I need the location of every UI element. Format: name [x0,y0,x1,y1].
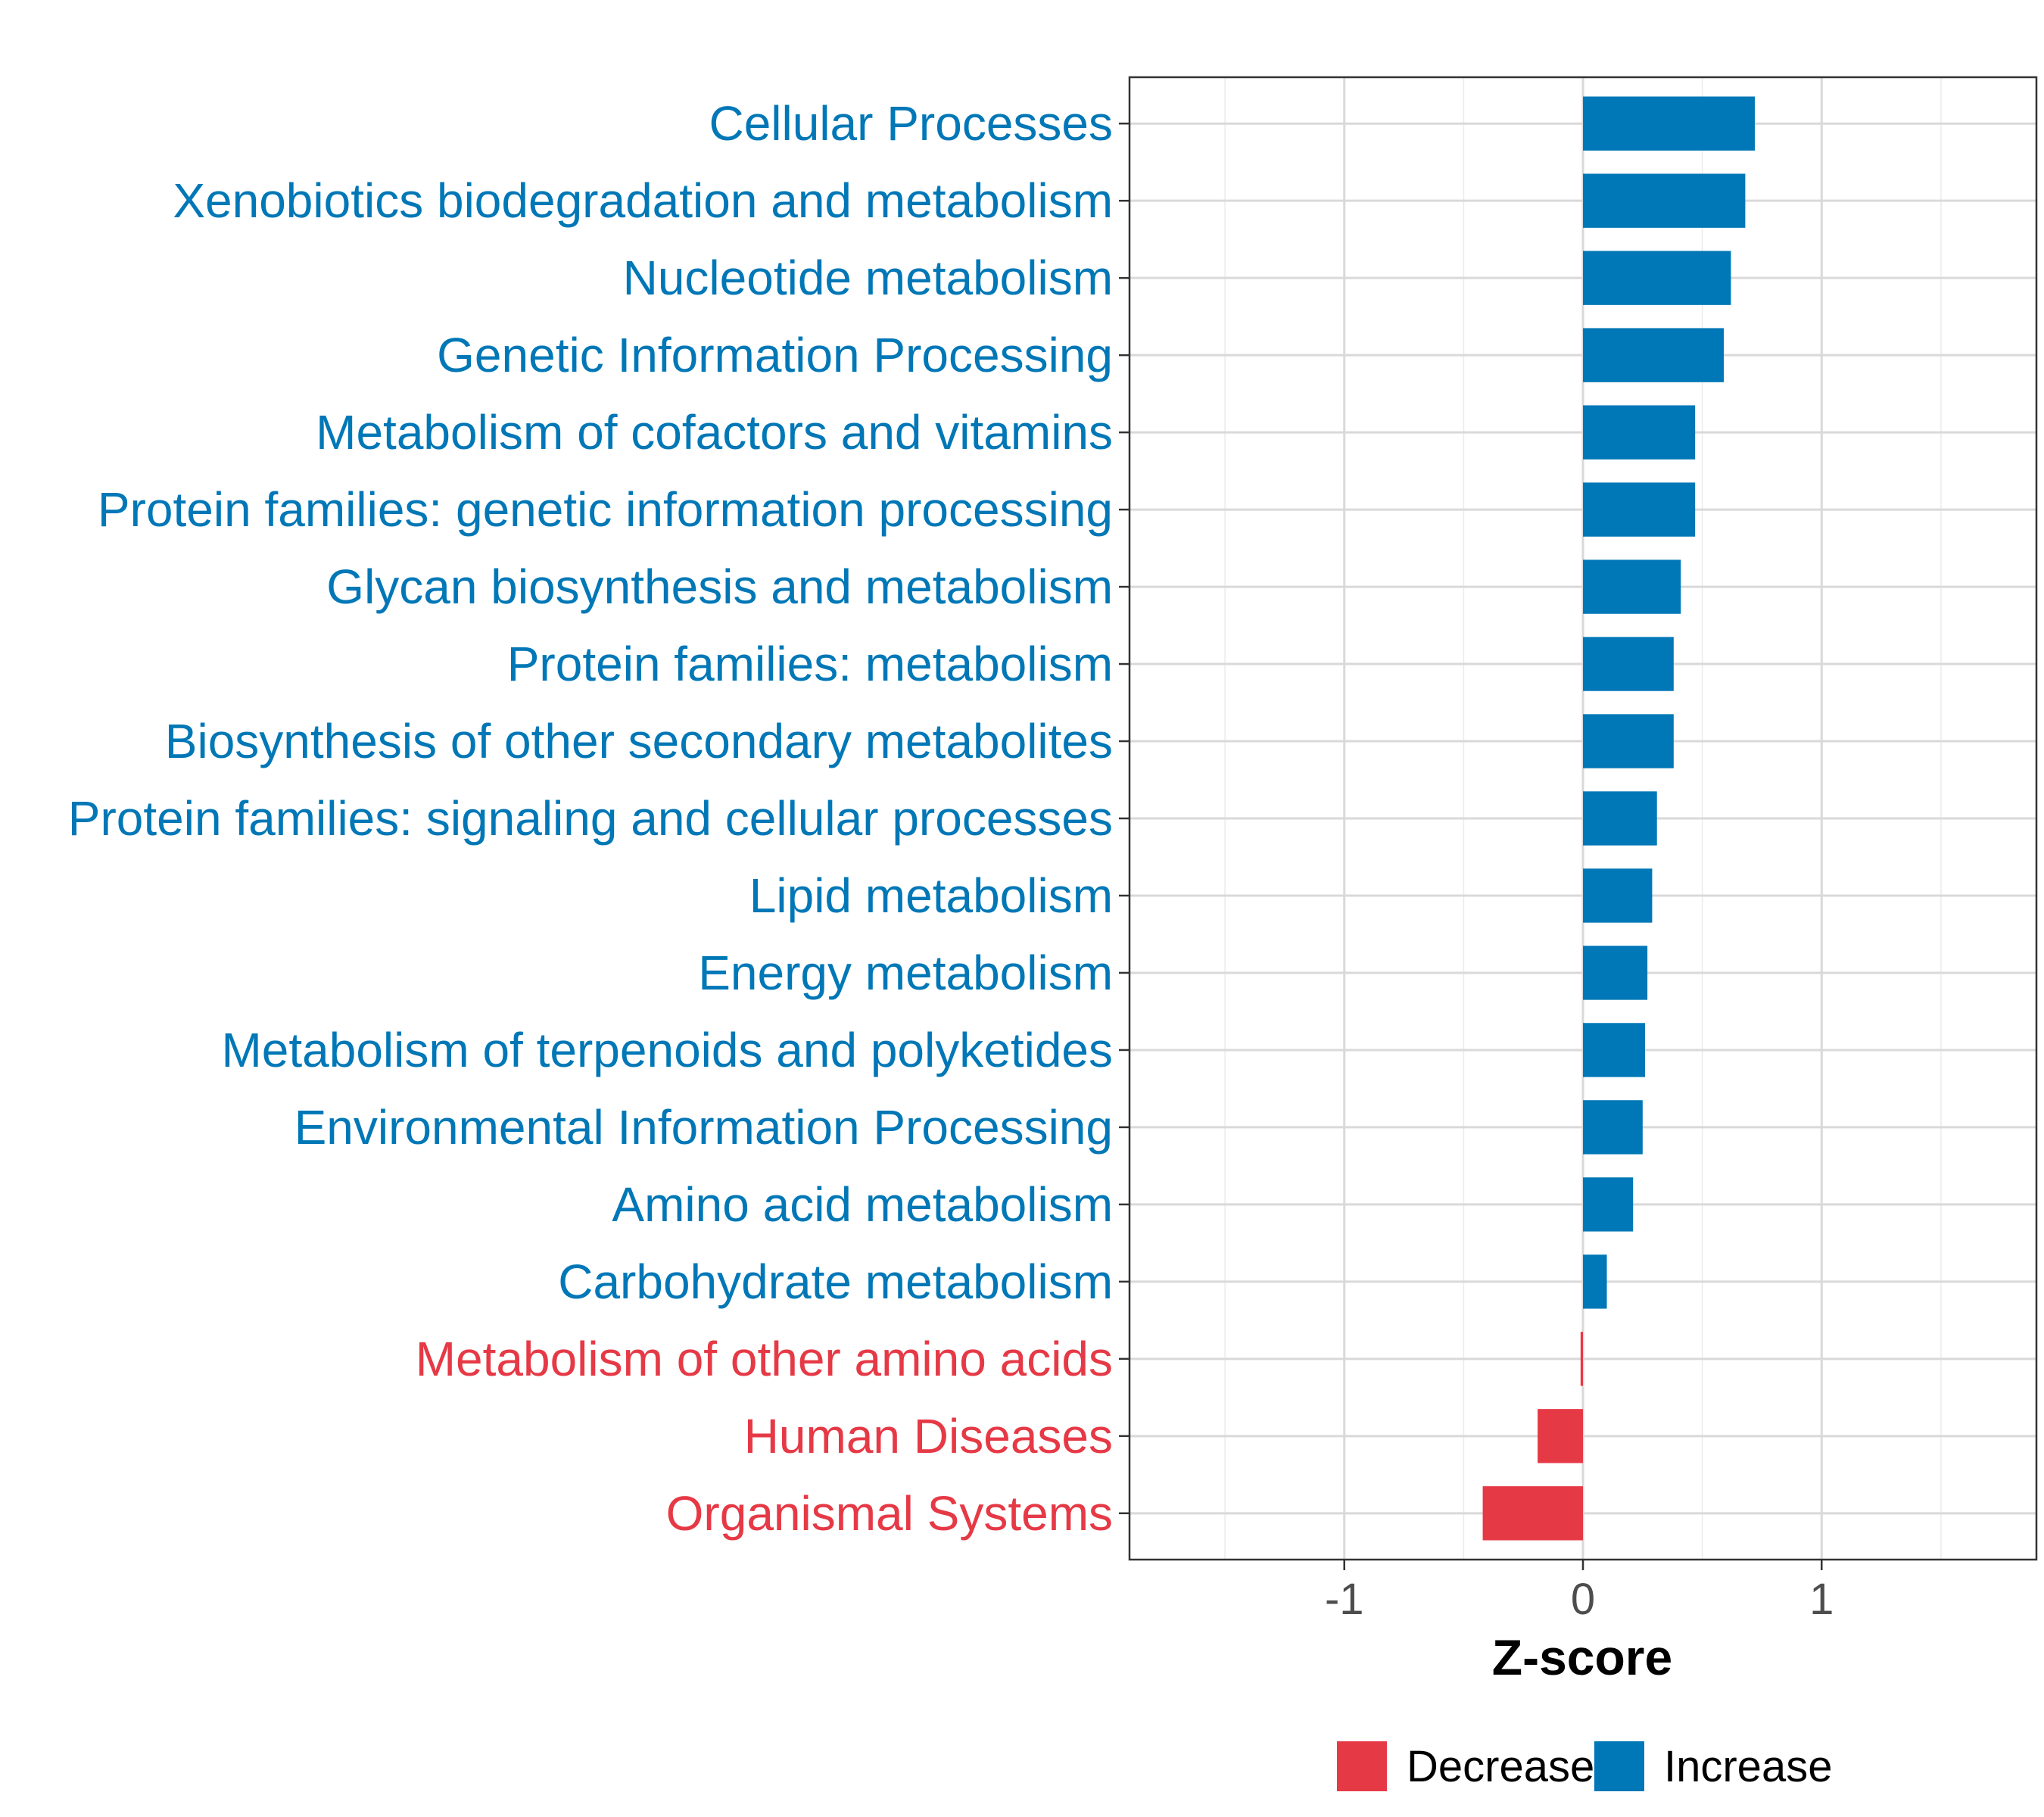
legend: Decrease Increase [1337,1741,1832,1791]
bar [1482,1486,1583,1541]
y-tick-label: Energy metabolism [698,946,1113,1000]
y-tick-label: Metabolism of terpenoids and polyketides [221,1023,1113,1077]
y-tick-label: Carbohydrate metabolism [558,1254,1113,1309]
y-tick-label: Lipid metabolism [749,868,1113,923]
bar [1583,791,1657,846]
x-tick-label: 1 [1809,1575,1834,1624]
bar [1580,1332,1583,1386]
y-tick-label: Human Diseases [744,1409,1113,1463]
legend-label-decrease: Decrease [1407,1742,1594,1791]
y-tick-label: Biosynthesis of other secondary metaboli… [165,714,1113,768]
y-tick-label: Glycan biosynthesis and metabolism [326,559,1113,614]
y-tick-label: Organismal Systems [666,1486,1113,1541]
y-tick-label: Genetic Information Processing [437,328,1113,382]
legend-key-decrease [1337,1741,1387,1791]
y-axis: Cellular Processes Xenobiotics biodegrada… [68,96,1129,1541]
legend-key-increase [1594,1741,1644,1791]
bar [1583,637,1674,691]
bar [1583,173,1746,228]
y-tick-label: Metabolism of cofactors and vitamins [316,405,1113,460]
bar [1538,1409,1583,1463]
x-axis: -1 0 1 [1325,1560,1834,1624]
bar [1583,482,1696,537]
bars [1482,96,1755,1541]
y-tick-label: Protein families: genetic information pr… [98,482,1113,537]
x-tick-label: -1 [1325,1575,1364,1624]
y-tick-label: Protein families: signaling and cellular… [68,791,1113,846]
y-tick-label: Metabolism of other amino acids [416,1332,1113,1386]
bar [1583,714,1674,768]
y-tick-label: Amino acid metabolism [612,1177,1113,1232]
legend-label-increase: Increase [1664,1742,1832,1791]
bar [1583,251,1731,305]
bar [1583,868,1653,923]
bar [1583,1100,1643,1155]
bar [1583,946,1648,1000]
y-tick-label: Protein families: metabolism [507,637,1113,691]
bar [1583,96,1755,151]
bar [1583,1177,1634,1232]
bar [1583,1254,1607,1309]
y-tick-label: Xenobiotics biodegradation and metabolis… [173,173,1113,228]
bar [1583,559,1681,614]
bar [1583,405,1696,460]
y-tick-label: Nucleotide metabolism [623,251,1113,305]
x-axis-title: Z-score [1492,1629,1672,1685]
bar [1583,328,1725,382]
x-tick-label: 0 [1571,1575,1595,1624]
y-tick-label: Environmental Information Processing [294,1100,1113,1155]
y-tick-label: Cellular Processes [709,96,1113,151]
bar [1583,1023,1645,1077]
